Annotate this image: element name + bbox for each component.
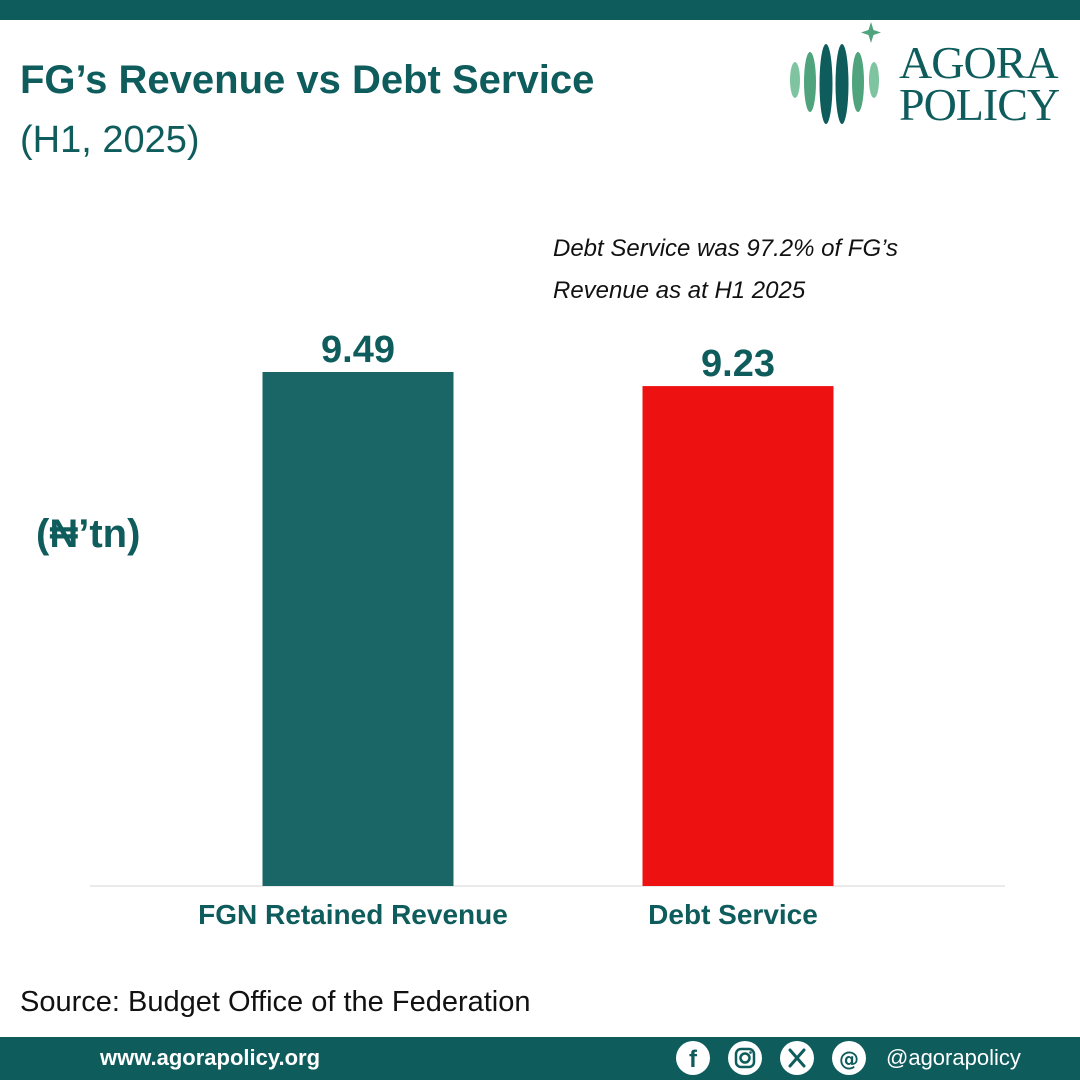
logo-line-2: POLICY <box>899 79 1060 130</box>
agora-policy-logo: AGORA POLICY <box>785 22 1080 128</box>
data-label-2: 9.23 <box>701 343 775 385</box>
category-label-1: FGN Retained Revenue <box>198 899 508 930</box>
instagram-icon[interactable] <box>728 1041 762 1075</box>
top-banner <box>0 0 1080 20</box>
y-axis-unit-label: (₦’tn) <box>36 512 141 556</box>
agora-policy-logo-icon <box>790 22 881 124</box>
data-label-1: 9.49 <box>321 329 395 371</box>
threads-icon[interactable]: @ <box>832 1041 866 1075</box>
facebook-icon[interactable]: f <box>676 1041 710 1075</box>
social-handle[interactable]: @agorapolicy <box>886 1045 1021 1070</box>
bar-2 <box>642 386 834 886</box>
bar-chart: 9.49 FGN Retained Revenue 9.23 Debt Service <box>90 329 1005 930</box>
website-link[interactable]: www.agorapolicy.org <box>100 1045 321 1070</box>
annotation-line-1: Debt Service was 97.2% of FG’s <box>553 235 899 262</box>
chart-subtitle: (H1, 2025) <box>20 119 200 161</box>
logo-wordmark: AGORA POLICY <box>899 37 1060 130</box>
x-icon[interactable] <box>780 1041 814 1075</box>
annotation-line-2: Revenue as at H1 2025 <box>553 277 806 304</box>
svg-text:f: f <box>689 1046 698 1073</box>
category-label-2: Debt Service <box>648 899 818 930</box>
svg-text:@: @ <box>839 1047 859 1071</box>
chart-annotation: Debt Service was 97.2% of FG’s Revenue a… <box>553 228 973 312</box>
footer-bar: www.agorapolicy.org f @ @agorapolicy <box>0 1037 1080 1080</box>
bar-1 <box>262 372 454 886</box>
source-note: Source: Budget Office of the Federation <box>20 986 531 1018</box>
logo-line-1: AGORA <box>899 37 1059 88</box>
chart-title: FG’s Revenue vs Debt Service <box>20 58 595 102</box>
